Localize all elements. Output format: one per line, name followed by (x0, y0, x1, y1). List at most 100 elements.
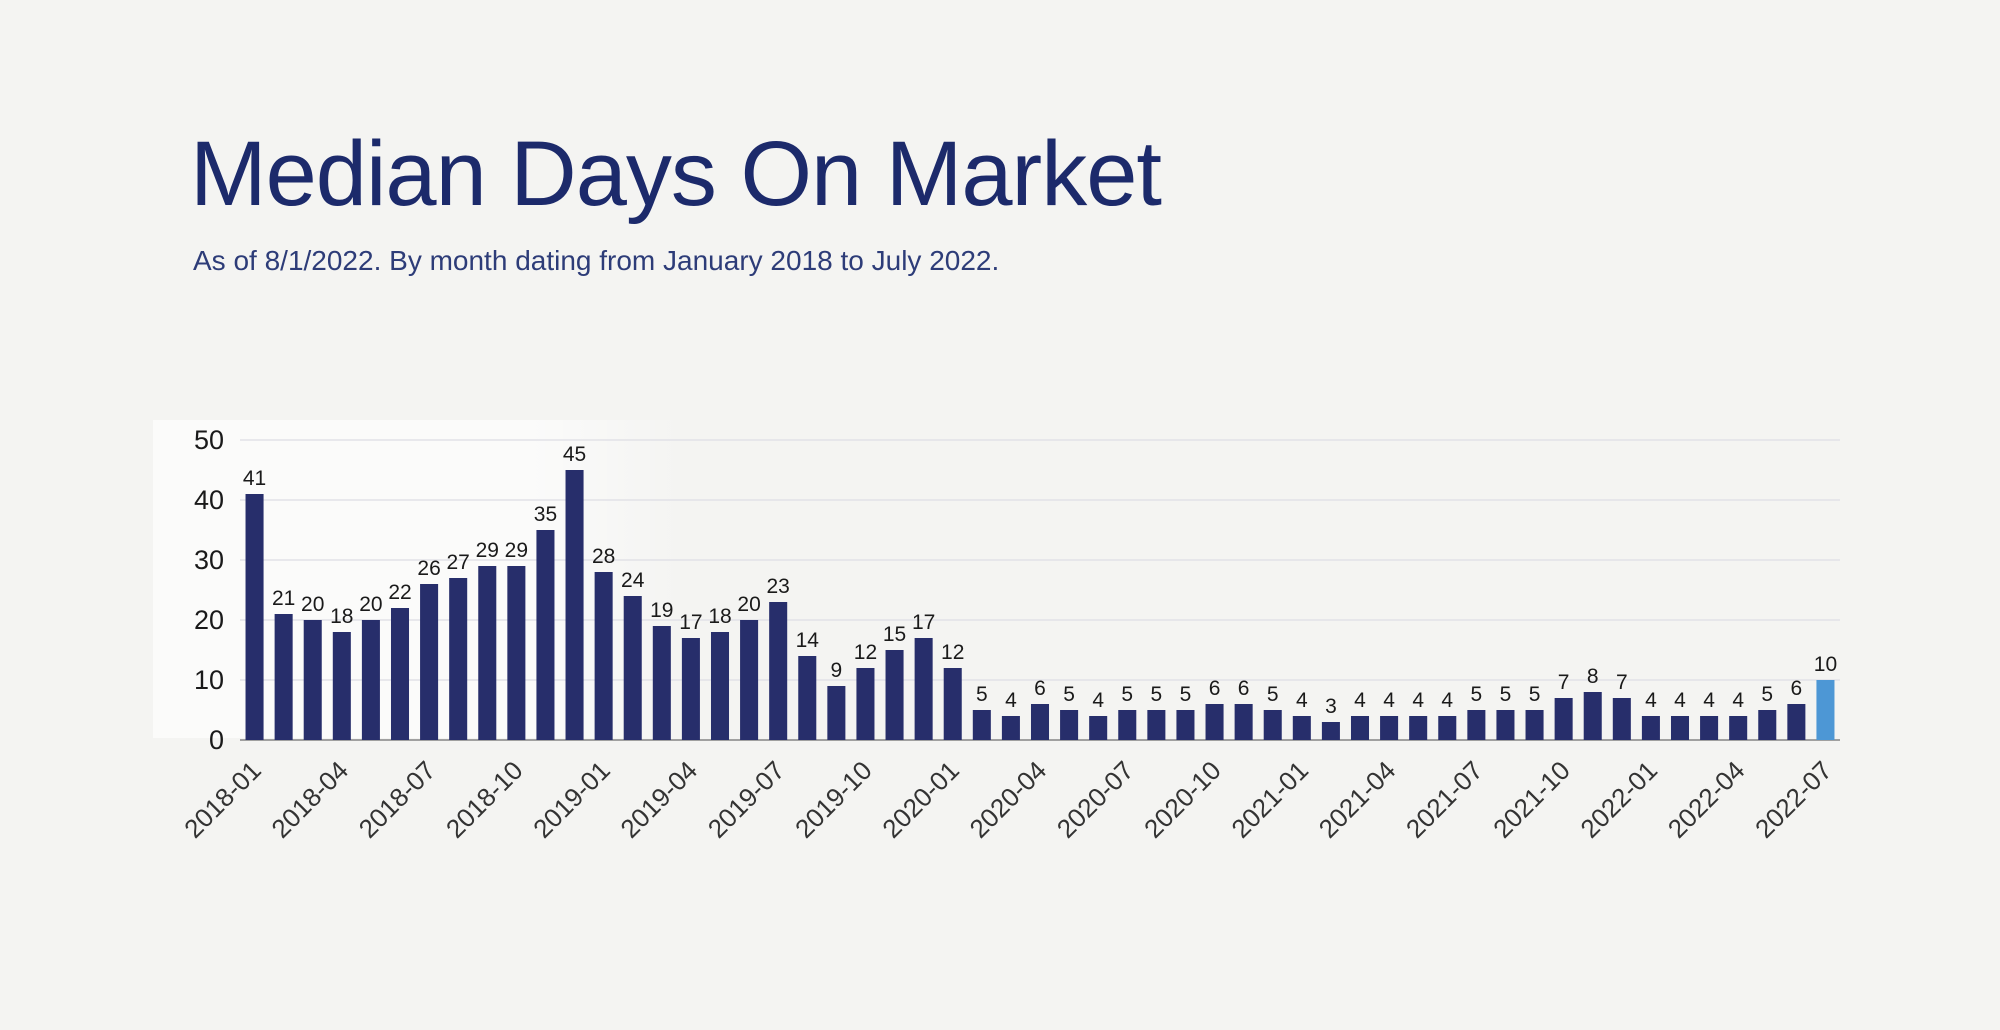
bar-value-label: 5 (1267, 683, 1279, 706)
bar-value-label: 3 (1325, 695, 1337, 718)
bar-2022-04 (1729, 716, 1748, 740)
chart-header: Median Days On Market As of 8/1/2022. By… (190, 123, 1162, 277)
x-tick-label: 2021-01 (1225, 755, 1314, 844)
bar-2018-12 (565, 470, 584, 740)
x-tick-label: 2018-07 (353, 755, 442, 844)
bar-value-label: 15 (883, 623, 906, 646)
y-tick-label: 10 (194, 665, 224, 695)
x-tick-label: 2019-10 (789, 755, 878, 844)
bar-2021-07 (1467, 710, 1486, 740)
bar-2018-04 (332, 632, 351, 740)
x-tick-label: 2018-01 (178, 755, 267, 844)
chart-title: Median Days On Market (190, 123, 1162, 225)
x-tick-label: 2018-10 (440, 755, 529, 844)
bar-2020-09 (1176, 710, 1195, 740)
bar-value-label: 12 (854, 641, 877, 664)
x-tick-label: 2020-04 (964, 755, 1053, 844)
bar-2022-03 (1700, 716, 1719, 740)
bar-value-label: 4 (1296, 689, 1308, 712)
bar-value-label: 45 (563, 443, 586, 466)
x-tick-label: 2022-04 (1662, 755, 1751, 844)
bar-value-label: 5 (1180, 683, 1192, 706)
bar-2021-01 (1292, 716, 1311, 740)
bar-2020-02 (972, 710, 991, 740)
bar-chart: 0 10 20 30 40 50 41 2018-01 21 20 18 2018-04 20 22 26 2… (170, 425, 1890, 1030)
bar-value-label: 5 (1471, 683, 1483, 706)
bar-2020-06 (1089, 716, 1108, 740)
bar-value-label: 22 (388, 581, 411, 604)
bar-value-label: 24 (621, 569, 645, 592)
bar-2020-10 (1205, 704, 1224, 740)
y-tick-label: 50 (194, 430, 224, 455)
bar-2019-12 (914, 638, 933, 740)
bar-2022-06 (1787, 704, 1806, 740)
bar-2021-12 (1612, 698, 1631, 740)
bar-value-label: 29 (476, 539, 499, 562)
x-tick-label: 2020-01 (876, 755, 965, 844)
y-tick-label: 40 (194, 485, 224, 515)
bar-value-label: 20 (301, 593, 324, 616)
bar-2019-09 (827, 686, 846, 740)
x-tick-label: 2021-07 (1400, 755, 1489, 844)
bar-2019-07 (769, 602, 788, 740)
bar-2018-01 (245, 494, 264, 740)
bar-2018-02 (274, 614, 293, 740)
bar-value-label: 4 (1674, 689, 1686, 712)
bar-2022-07 (1816, 680, 1835, 740)
bar-2020-07 (1118, 710, 1137, 740)
bar-value-label: 6 (1034, 677, 1046, 700)
bar-2021-06 (1438, 716, 1457, 740)
bar-2020-12 (1263, 710, 1282, 740)
bar-2022-01 (1641, 716, 1660, 740)
bar-2019-05 (710, 632, 730, 740)
bar-value-label: 28 (592, 545, 615, 568)
bar-2020-11 (1234, 704, 1253, 740)
y-tick-label: 20 (194, 605, 224, 635)
bar-value-label: 17 (679, 611, 702, 634)
x-tick-label: 2021-04 (1313, 755, 1402, 844)
x-tick-label: 2019-04 (614, 755, 703, 844)
x-tick-label: 2022-07 (1749, 755, 1838, 844)
bar-2021-05 (1409, 716, 1428, 740)
bar-2018-07 (420, 584, 439, 740)
bar-2019-08 (798, 656, 817, 740)
bar-2019-03 (652, 626, 671, 740)
bar-value-label: 14 (796, 629, 820, 652)
bar-value-label: 4 (1383, 689, 1395, 712)
bar-value-label: 5 (1151, 683, 1163, 706)
bar-2020-01 (943, 668, 962, 740)
bar-2019-11 (885, 650, 904, 740)
bar-2018-03 (303, 620, 322, 740)
bar-value-label: 4 (1703, 689, 1715, 712)
chart-svg: 0 10 20 30 40 50 41 2018-01 21 20 18 2018-04 20 22 26 2… (178, 425, 1840, 844)
x-tick-label: 2021-10 (1487, 755, 1576, 844)
x-tick-label: 2020-10 (1138, 755, 1227, 844)
bar-2021-04 (1380, 716, 1399, 740)
bar-value-label: 5 (1121, 683, 1133, 706)
bar-value-label: 4 (1645, 689, 1657, 712)
x-tick-label: 2018-04 (265, 755, 354, 844)
bar-value-label: 29 (505, 539, 528, 562)
bar-2018-08 (449, 578, 468, 740)
bar-value-label: 5 (976, 683, 988, 706)
bar-value-label: 20 (737, 593, 760, 616)
bar-value-label: 4 (1412, 689, 1424, 712)
bar-2019-04 (681, 638, 700, 740)
bar-2021-09 (1525, 710, 1544, 740)
bar-value-label: 7 (1558, 671, 1570, 694)
bar-2019-01 (594, 572, 613, 740)
bar-value-label: 23 (767, 575, 790, 598)
bar-value-label: 5 (1500, 683, 1512, 706)
bar-2020-05 (1060, 710, 1079, 740)
bar-value-label: 18 (708, 605, 731, 628)
bar-value-label: 21 (272, 587, 295, 610)
bar-value-label: 6 (1209, 677, 1221, 700)
bar-2018-06 (390, 608, 410, 740)
bar-2021-08 (1496, 710, 1515, 740)
bar-value-label: 4 (1092, 689, 1104, 712)
bar-value-label: 35 (534, 503, 557, 526)
bar-value-label: 4 (1005, 689, 1017, 712)
x-tick-label: 2022-01 (1574, 755, 1663, 844)
bar-value-label: 5 (1063, 683, 1075, 706)
bar-value-label: 6 (1791, 677, 1803, 700)
